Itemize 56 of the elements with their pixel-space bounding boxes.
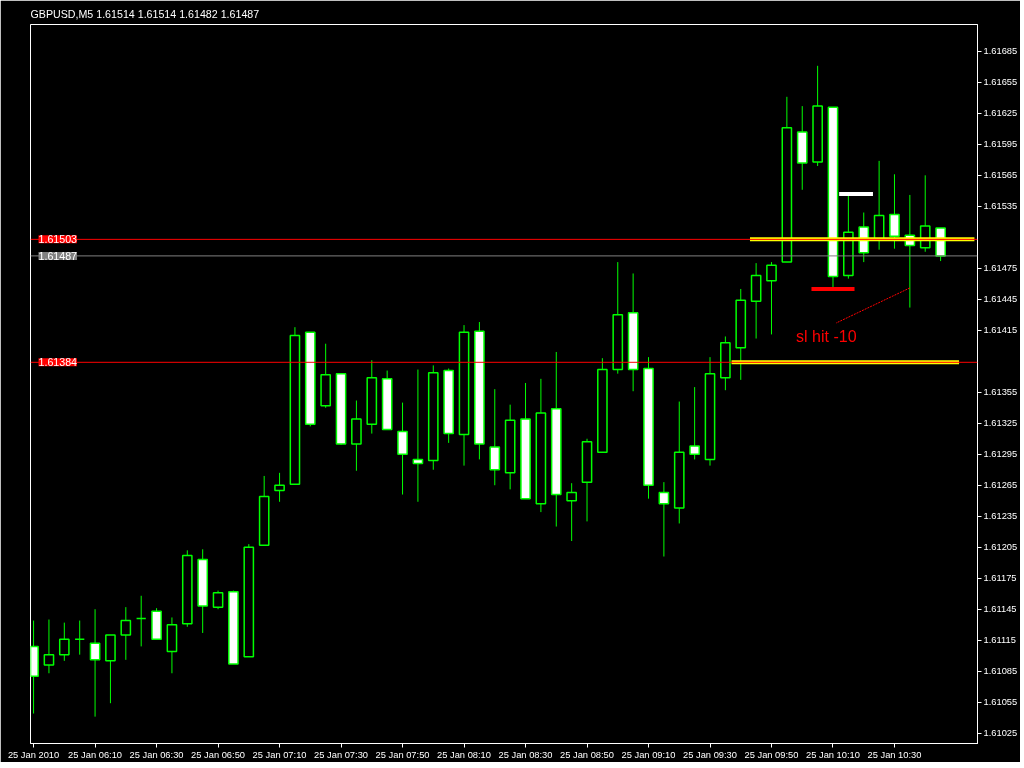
- candlestick: [397, 402, 408, 496]
- candlestick: [89, 608, 101, 718]
- candlestick: [120, 606, 132, 661]
- candlestick: [766, 261, 777, 335]
- candlestick: [274, 472, 285, 503]
- y-tick-label: 1.61625: [983, 108, 1018, 119]
- x-tick-label: 25 Jan 10:30: [867, 749, 922, 760]
- x-tick-label: 25 Jan 2010: [7, 749, 60, 760]
- y-tick-label: 1.61085: [983, 666, 1018, 677]
- y-tick-label: 1.61565: [983, 170, 1018, 181]
- y-tick-label: 1.61445: [983, 294, 1018, 305]
- y-tick-label: 1.61145: [983, 604, 1017, 615]
- y-tick-label: 1.61025: [983, 728, 1018, 739]
- candlestick: [658, 481, 670, 558]
- x-tick-label: 25 Jan 08:50: [560, 749, 614, 760]
- y-tick-label: 1.61115: [983, 635, 1016, 646]
- y-tick-label: 1.61055: [983, 697, 1018, 708]
- ref-line-label: 1.61487: [38, 249, 78, 262]
- y-tick-label: 1.61295: [983, 449, 1018, 460]
- x-tick-label: 25 Jan 10:10: [806, 749, 860, 760]
- y-tick-label: 1.61265: [983, 480, 1018, 491]
- candlestick: [43, 619, 55, 674]
- y-tick-label: 1.61235: [983, 511, 1018, 522]
- x-tick-label: 25 Jan 09:30: [683, 749, 737, 760]
- y-tick-label: 1.61355: [983, 387, 1018, 398]
- y-tick-label: 1.61685: [983, 46, 1018, 57]
- candlestick: [489, 388, 501, 486]
- candlestick: [135, 595, 147, 647]
- x-tick-label: 25 Jan 09:10: [621, 749, 676, 760]
- chart-title: GBPUSD,M5 1.61514 1.61514 1.61482 1.61487: [30, 7, 260, 20]
- candlestick: [566, 482, 577, 542]
- candlestick: [212, 590, 224, 610]
- ref-line-label: 1.61384: [38, 356, 78, 369]
- y-tick-label: 1.61175: [983, 573, 1017, 584]
- x-tick-label: 25 Jan 08:10: [437, 749, 492, 760]
- candlestick: [58, 622, 70, 662]
- x-tick-label: 25 Jan 06:10: [68, 749, 123, 760]
- candlestick: [689, 386, 700, 460]
- y-tick-label: 1.61655: [983, 77, 1018, 88]
- x-tick-label: 25 Jan 08:30: [498, 749, 553, 760]
- ref-line-label: 1.61503: [38, 233, 78, 246]
- x-tick-label: 25 Jan 07:10: [252, 749, 307, 760]
- annotation: sl hit -10: [796, 327, 857, 345]
- y-tick-label: 1.61415: [983, 325, 1018, 336]
- y-tick-label: 1.61595: [983, 139, 1018, 150]
- y-tick-label: 1.61325: [983, 418, 1018, 429]
- y-tick-label: 1.61535: [983, 201, 1018, 212]
- x-tick-label: 25 Jan 07:30: [314, 749, 369, 760]
- x-tick-label: 25 Jan 06:50: [191, 749, 246, 760]
- x-tick-label: 25 Jan 06:30: [129, 749, 184, 760]
- candlestick: [74, 620, 86, 656]
- x-tick-label: 25 Jan 07:50: [375, 749, 430, 760]
- y-tick-label: 1.61475: [983, 263, 1018, 274]
- x-tick-label: 25 Jan 09:50: [744, 749, 799, 760]
- candlestick: [889, 173, 900, 250]
- y-tick-label: 1.61205: [983, 542, 1018, 553]
